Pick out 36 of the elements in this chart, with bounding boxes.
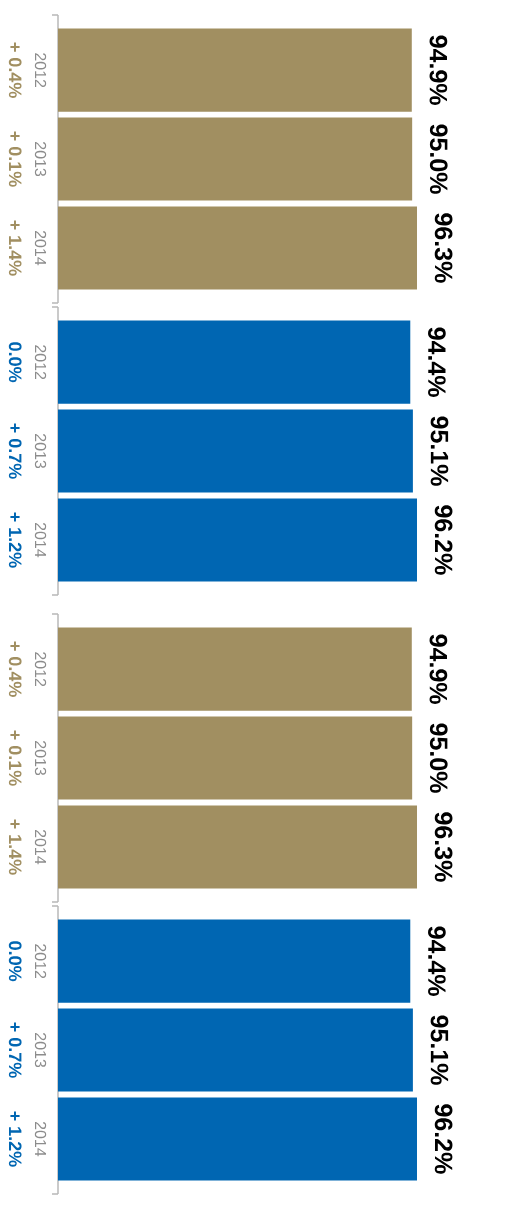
y-tick-label: 2013 [34,1033,47,1068]
y-tick-label: 2013 [34,741,47,776]
data-label: 95.1% [430,1015,449,1085]
text: + 0.1% [8,131,22,187]
text: + 0.4% [8,641,22,697]
text: + 0.4% [8,42,22,98]
y-tick-label: 2014 [34,230,47,266]
data-label: 96.3% [434,812,453,882]
y-tick-label: 2013 [34,434,47,469]
text: + 1.4% [8,819,22,875]
text: 0.0% [8,941,22,982]
data-label: 96.2% [434,505,453,575]
data-label: 95.0% [429,124,448,194]
text: + 0.7% [8,1022,22,1078]
y-tick-label: 2012 [34,944,47,979]
data-label: 94.9% [429,634,448,704]
text: + 1.2% [8,512,22,568]
data-label: 96.3% [434,213,453,283]
data-label: 96.2% [434,1104,453,1174]
data-label: 95.0% [429,723,448,793]
y-tick-label: 2014 [34,829,47,865]
text: + 1.2% [8,1111,22,1167]
y-tick-label: 2014 [34,522,47,558]
y-tick-label: 2012 [34,652,47,687]
y-tick-label: 2013 [34,142,47,177]
text: + 0.7% [8,423,22,479]
y-tick-label: 2012 [34,53,47,88]
data-label: 94.4% [428,926,446,996]
y-tick-label: 2014 [34,1121,47,1157]
text: 0.0% [8,342,22,383]
data-label: 94.9% [429,35,448,105]
text: + 0.1% [8,730,22,786]
data-label: 95.1% [430,416,449,486]
text: + 1.4% [8,220,22,276]
y-tick-label: 2012 [34,345,47,380]
data-label: 94.4% [428,327,446,397]
